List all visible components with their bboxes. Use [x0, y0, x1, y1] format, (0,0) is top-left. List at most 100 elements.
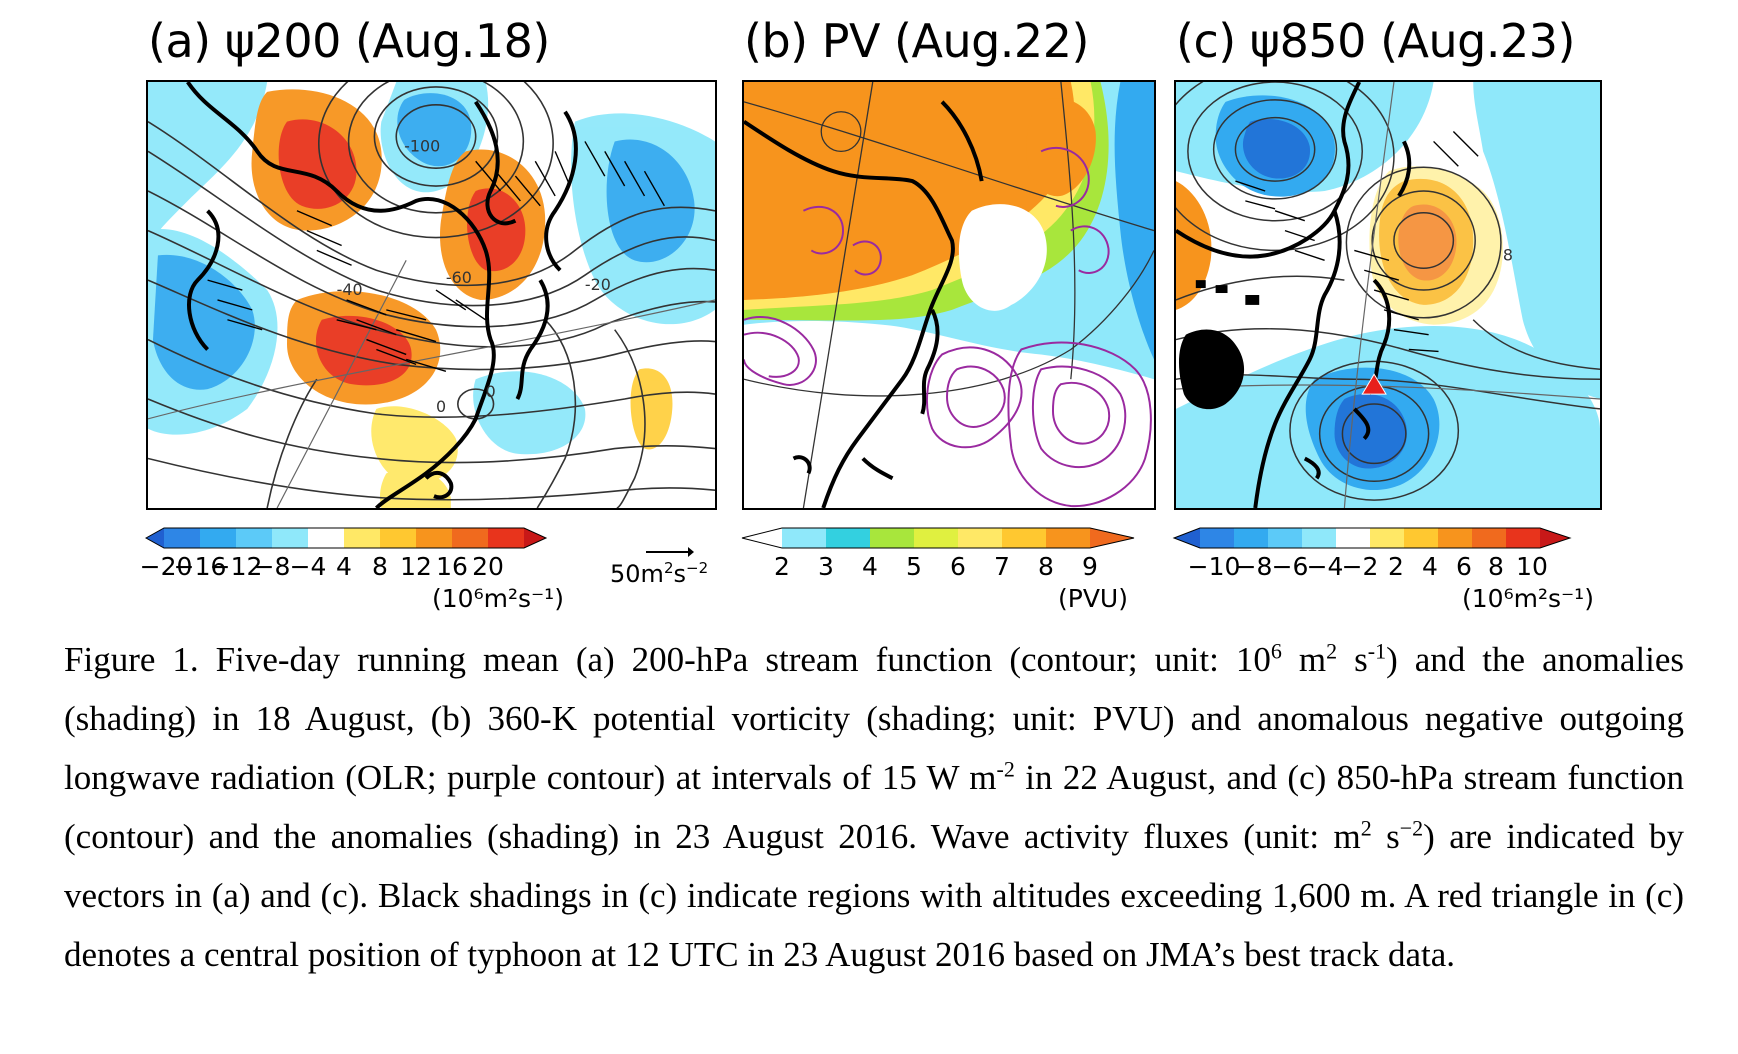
panel-a-label-5: 0	[436, 397, 446, 416]
colorbar-b-tick: 6	[950, 552, 966, 581]
panel-c-label-1: 8	[1503, 245, 1513, 264]
colorbar-c	[1172, 527, 1604, 549]
colorbar-c-tick: −10	[1187, 552, 1241, 581]
panel-c-title: (c) ψ850 (Aug.23)	[1176, 14, 1575, 68]
vector-reference-unit-s: s	[673, 560, 686, 588]
panel-a-grid	[148, 260, 715, 508]
panel-a-coastline	[186, 82, 578, 508]
colorbar-a-ticks: −20 −16 −12 −8 −4 4 8 12 16 20	[140, 552, 576, 582]
vector-reference-value: 50	[610, 560, 641, 588]
vector-reference-label: 50m2s−2	[610, 559, 708, 588]
vector-reference-unit-sup1: 2	[663, 559, 674, 577]
panel-a-label-4: -20	[585, 275, 611, 294]
colorbar-a-unit: (10⁶m²s⁻¹)	[432, 584, 564, 613]
caption-superscript: 6	[1270, 638, 1282, 664]
caption-text: s	[1371, 817, 1400, 856]
colorbar-a-tick: 12	[400, 552, 432, 581]
panel-a-red-ne	[467, 188, 526, 272]
panel-c-yellow-e	[1369, 166, 1503, 325]
colorbar-b-tick: 5	[906, 552, 922, 581]
panel-b-map	[742, 80, 1156, 510]
panel-a-red-nw	[278, 119, 357, 209]
panel-a-blue-ne-core	[606, 139, 695, 263]
colorbar-a-tick: 16	[436, 552, 468, 581]
colorbar-b-tick: 2	[774, 552, 790, 581]
panel-c-map: 8	[1174, 80, 1602, 510]
panel-c-coastline	[1176, 82, 1412, 508]
panel-a-map-svg: -100 -40 -60 -20 0 0	[148, 82, 715, 508]
colorbar-b	[741, 527, 1142, 549]
colorbar-a	[144, 527, 576, 549]
caption-superscript: -2	[996, 756, 1015, 782]
panel-b-title: (b) PV (Aug.22)	[744, 14, 1089, 68]
colorbar-b-tick: 9	[1082, 552, 1098, 581]
caption-text: m	[1281, 640, 1327, 679]
panel-a-blue-w-core	[152, 254, 255, 390]
panel-a-map: -100 -40 -60 -20 0 0	[146, 80, 717, 510]
caption-superscript: 2	[1326, 638, 1338, 664]
panel-a-blue-n-core	[397, 93, 472, 167]
panel-a-label-2: -40	[337, 280, 363, 299]
panel-c-deep-blue	[1242, 118, 1311, 179]
panel-b-map-svg	[744, 82, 1154, 508]
caption-text: ) and the anomalies (shading) in 18 Augu…	[64, 640, 1684, 797]
vector-reference-unit-sup2: −2	[686, 559, 709, 577]
caption-text: in 22 August, and (c) 850-hPa stream fun…	[64, 758, 1684, 856]
panel-c-high-terrain	[1178, 280, 1260, 410]
colorbar-b-ticks: 2 3 4 5 6 7 8 9	[742, 552, 1142, 582]
panel-a-label-1: -100	[404, 136, 440, 155]
colorbar-c-tick: −2	[1341, 552, 1379, 581]
colorbar-b-tick: 8	[1038, 552, 1054, 581]
vector-reference-arrow-icon	[646, 547, 694, 557]
colorbar-b-unit: (PVU)	[1058, 584, 1128, 613]
colorbar-a-tick: −12	[209, 552, 263, 581]
colorbar-a-tick: −8	[253, 552, 291, 581]
panel-c-map-svg: 8	[1176, 82, 1600, 508]
colorbar-a-tick: −16	[173, 552, 227, 581]
panel-b-grid	[744, 82, 1154, 508]
colorbar-a-tick: 20	[472, 552, 504, 581]
colorbar-b-svg	[741, 527, 1135, 549]
caption-superscript: −2	[1399, 815, 1424, 841]
panel-a-title: (a) ψ200 (Aug.18)	[148, 14, 550, 68]
colorbar-b-tick: 3	[818, 552, 834, 581]
colorbar-c-tick: −8	[1235, 552, 1273, 581]
colorbar-c-tick: −6	[1271, 552, 1309, 581]
colorbar-c-tick: −4	[1306, 552, 1344, 581]
caption-superscript: -1	[1367, 638, 1387, 664]
figure-caption: Figure 1. Five-day running mean (a) 200-…	[64, 630, 1684, 984]
colorbar-c-tick: 10	[1516, 552, 1548, 581]
panel-a-flux-vectors	[207, 141, 665, 372]
colorbar-c-ticks: −10 −8 −6 −4 −2 2 4 6 8 10	[1174, 552, 1604, 582]
panel-a-blue-nw	[148, 82, 268, 251]
panel-a-contours	[148, 82, 715, 508]
typhoon-marker-icon	[1361, 373, 1387, 395]
panel-c-cyan-ne	[1473, 82, 1600, 400]
colorbar-c-svg	[1172, 527, 1572, 549]
panel-b-white-blob	[958, 204, 1047, 311]
colorbar-a-tick: 8	[372, 552, 388, 581]
panel-c-flux-vectors	[1235, 131, 1479, 353]
panel-a-label-3: -60	[446, 268, 472, 287]
panel-a-label-6: 0	[486, 382, 496, 401]
colorbar-c-tick: 8	[1488, 552, 1504, 581]
caption-superscript: 2	[1360, 815, 1372, 841]
colorbar-b-tick: 4	[862, 552, 878, 581]
colorbar-c-tick: 2	[1388, 552, 1404, 581]
caption-text: Figure 1. Five-day running mean (a) 200-…	[64, 640, 1271, 679]
panel-b-olr-contours	[744, 146, 1152, 508]
colorbar-c-tick: 4	[1422, 552, 1438, 581]
panel-b-orange	[744, 82, 1075, 300]
colorbar-a-svg	[144, 527, 548, 549]
vector-reference-unit-m: m	[640, 560, 664, 588]
panel-b-coastline	[744, 100, 984, 508]
colorbar-b-tick: 7	[994, 552, 1010, 581]
colorbar-c-tick: 6	[1456, 552, 1472, 581]
colorbar-a-tick: 4	[336, 552, 352, 581]
colorbar-c-unit: (10⁶m²s⁻¹)	[1462, 584, 1594, 613]
caption-text: ) are indicated by vectors in (a) and (c…	[64, 817, 1684, 974]
caption-text: s	[1337, 640, 1368, 679]
panel-c-orange-w	[1176, 181, 1212, 310]
vector-reference: 50m2s−2	[610, 545, 740, 595]
colorbar-a-tick: −4	[289, 552, 327, 581]
